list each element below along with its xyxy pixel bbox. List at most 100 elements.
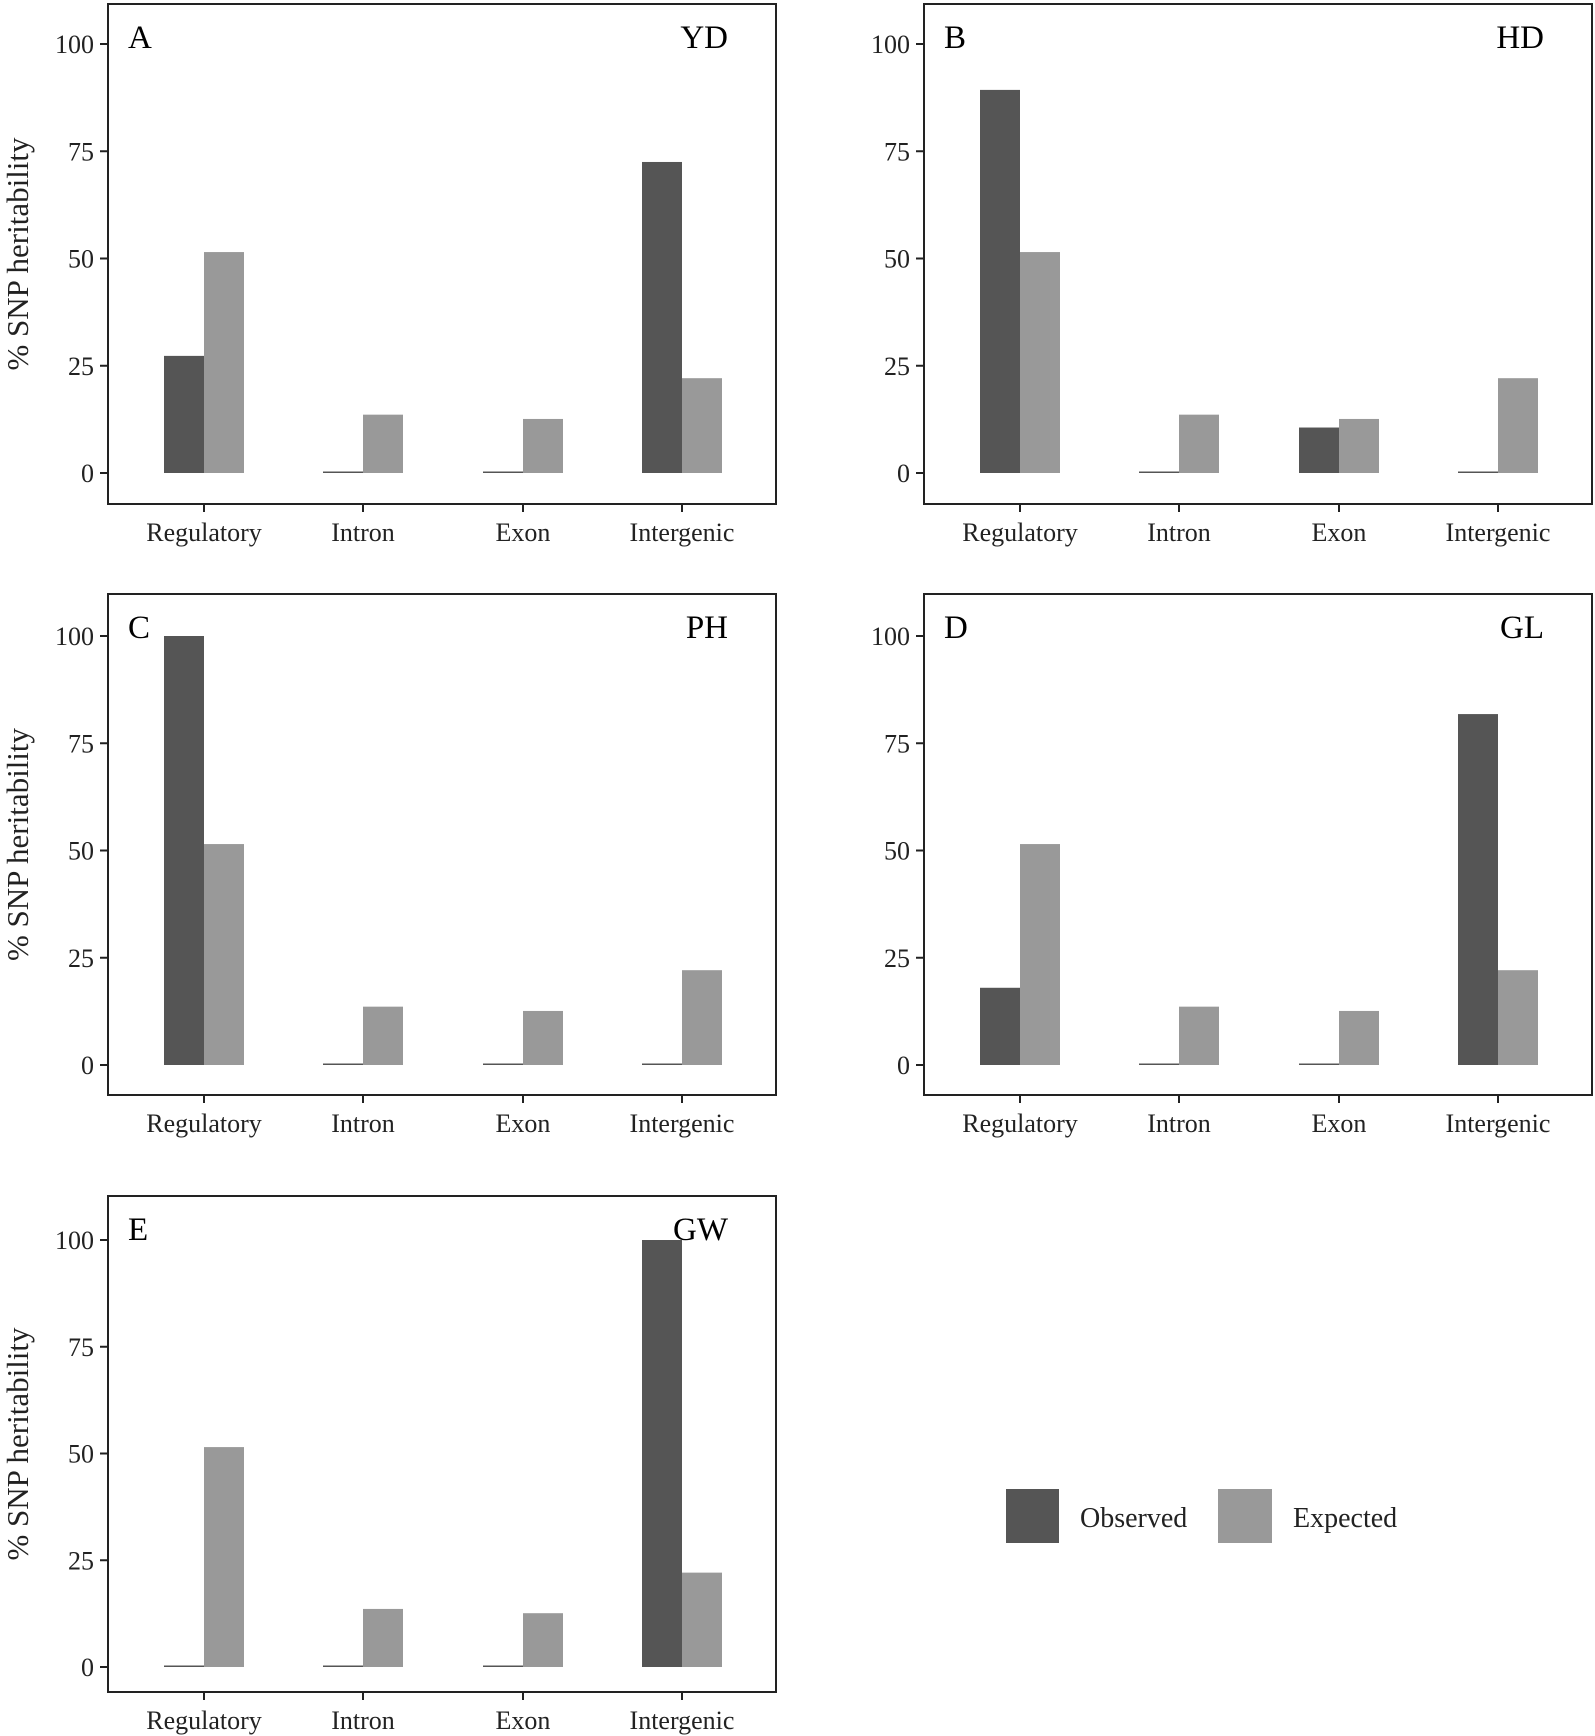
bar-expected-intron (363, 1608, 403, 1667)
x-tick-label: Intergenic (1446, 1109, 1551, 1138)
bar-observed-intron (1139, 471, 1179, 473)
y-tick-label: 0 (81, 1051, 94, 1080)
panel-frame (923, 3, 1593, 505)
bar-observed-regulatory (980, 89, 1020, 473)
panel-letter: B (944, 20, 966, 56)
y-tick-label: 75 (68, 729, 94, 758)
legend-swatch-expected (1218, 1489, 1272, 1543)
legend: Observed Expected (1006, 1489, 1397, 1543)
x-tick-label: Regulatory (146, 518, 262, 547)
bar-observed-intergenic (1458, 714, 1498, 1065)
bar-observed-regulatory (980, 987, 1020, 1065)
panel-letter: A (128, 20, 152, 56)
y-tick-label: 75 (884, 729, 910, 758)
y-tick-label: 25 (68, 1546, 94, 1575)
x-tick-label: Exon (496, 518, 551, 547)
bar-observed-regulatory (164, 1665, 204, 1667)
bar-observed-regulatory (164, 636, 204, 1065)
bar-expected-regulatory (204, 252, 244, 473)
bar-observed-exon (483, 1665, 523, 1667)
bar-expected-regulatory (204, 1447, 244, 1667)
y-tick-label: 50 (68, 245, 94, 274)
panel-frame (107, 593, 777, 1096)
bar-expected-regulatory (1020, 844, 1060, 1065)
bar-observed-intergenic (1458, 471, 1498, 473)
x-tick-label: Intron (331, 1109, 395, 1138)
bar-expected-intergenic (682, 1572, 722, 1667)
bar-expected-intron (1179, 414, 1219, 473)
y-tick-label: 0 (897, 1051, 910, 1080)
x-tick-label: Intron (331, 1706, 395, 1735)
x-tick-label: Regulatory (146, 1109, 262, 1138)
y-tick-label: 75 (68, 1333, 94, 1362)
bar-expected-exon (523, 418, 563, 473)
panel-letter: D (944, 610, 968, 646)
bar-expected-exon (523, 1613, 563, 1667)
trait-label: PH (686, 610, 728, 646)
y-tick-label: 25 (68, 944, 94, 973)
panel-frame (107, 1195, 777, 1693)
x-tick-label: Intergenic (1446, 518, 1551, 547)
y-tick-label: 0 (897, 459, 910, 488)
y-tick-label: 75 (884, 137, 910, 166)
trait-label: YD (680, 20, 728, 56)
panel-letter: C (128, 610, 150, 646)
bar-expected-intergenic (1498, 378, 1538, 473)
panel-d: 0 25 50 75 100 Regulatory Intron Exon Intergenic… (871, 593, 1593, 1138)
bar-observed-exon (1299, 427, 1339, 473)
legend-label-observed: Observed (1080, 1503, 1187, 1534)
x-tick-label: Intron (1147, 1109, 1211, 1138)
panel-e: 0 25 50 75 100 Regulatory Intron Exon Intergenic… (0, 1195, 777, 1735)
x-tick-label: Intergenic (630, 1706, 735, 1735)
x-tick-label: Intergenic (630, 1109, 735, 1138)
bar-observed-exon (483, 471, 523, 473)
panel-frame (107, 3, 777, 505)
bar-expected-exon (1339, 1010, 1379, 1065)
x-tick-label: Regulatory (962, 518, 1078, 547)
y-tick-label: 50 (884, 837, 910, 866)
y-axis-label: % SNP heritability (0, 1327, 35, 1561)
panel-letter: E (128, 1212, 148, 1248)
y-tick-label: 0 (81, 459, 94, 488)
trait-label: GW (673, 1212, 729, 1248)
bar-expected-exon (1339, 418, 1379, 473)
x-tick-label: Exon (496, 1109, 551, 1138)
panels: 0 25 50 75 100 Regulatory Intron Exon Intergenic… (0, 3, 1593, 1735)
x-tick-label: Regulatory (146, 1706, 262, 1735)
y-tick-label: 100 (55, 1226, 94, 1255)
bar-observed-intergenic (642, 161, 682, 473)
bar-observed-regulatory (164, 355, 204, 473)
y-tick-label: 25 (68, 352, 94, 381)
bar-observed-intergenic (642, 1063, 682, 1065)
legend-swatch-observed (1006, 1489, 1059, 1543)
y-tick-label: 50 (68, 837, 94, 866)
bar-expected-regulatory (1020, 252, 1060, 473)
bar-expected-intergenic (682, 970, 722, 1065)
bar-observed-intron (323, 1063, 363, 1065)
y-tick-label: 100 (55, 622, 94, 651)
x-tick-label: Intron (331, 518, 395, 547)
y-tick-label: 50 (884, 245, 910, 274)
y-axis-label: % SNP heritability (0, 137, 35, 371)
bar-observed-exon (483, 1063, 523, 1065)
bar-expected-intergenic (1498, 970, 1538, 1065)
bar-expected-intron (363, 414, 403, 473)
bar-observed-intergenic (642, 1240, 682, 1667)
x-tick-label: Regulatory (962, 1109, 1078, 1138)
bar-observed-intron (1139, 1063, 1179, 1065)
bar-observed-intron (323, 471, 363, 473)
legend-label-expected: Expected (1293, 1503, 1397, 1534)
panel-c: 0 25 50 75 100 Regulatory Intron Exon Intergenic… (0, 593, 777, 1138)
y-tick-label: 25 (884, 352, 910, 381)
bar-expected-intron (363, 1006, 403, 1065)
x-tick-label: Intergenic (630, 518, 735, 547)
y-tick-label: 0 (81, 1653, 94, 1682)
bar-expected-intron (1179, 1006, 1219, 1065)
y-tick-label: 100 (871, 622, 910, 651)
y-tick-label: 75 (68, 137, 94, 166)
y-tick-label: 50 (68, 1440, 94, 1469)
bar-expected-exon (523, 1010, 563, 1065)
bar-expected-regulatory (204, 844, 244, 1065)
bar-expected-intergenic (682, 378, 722, 473)
